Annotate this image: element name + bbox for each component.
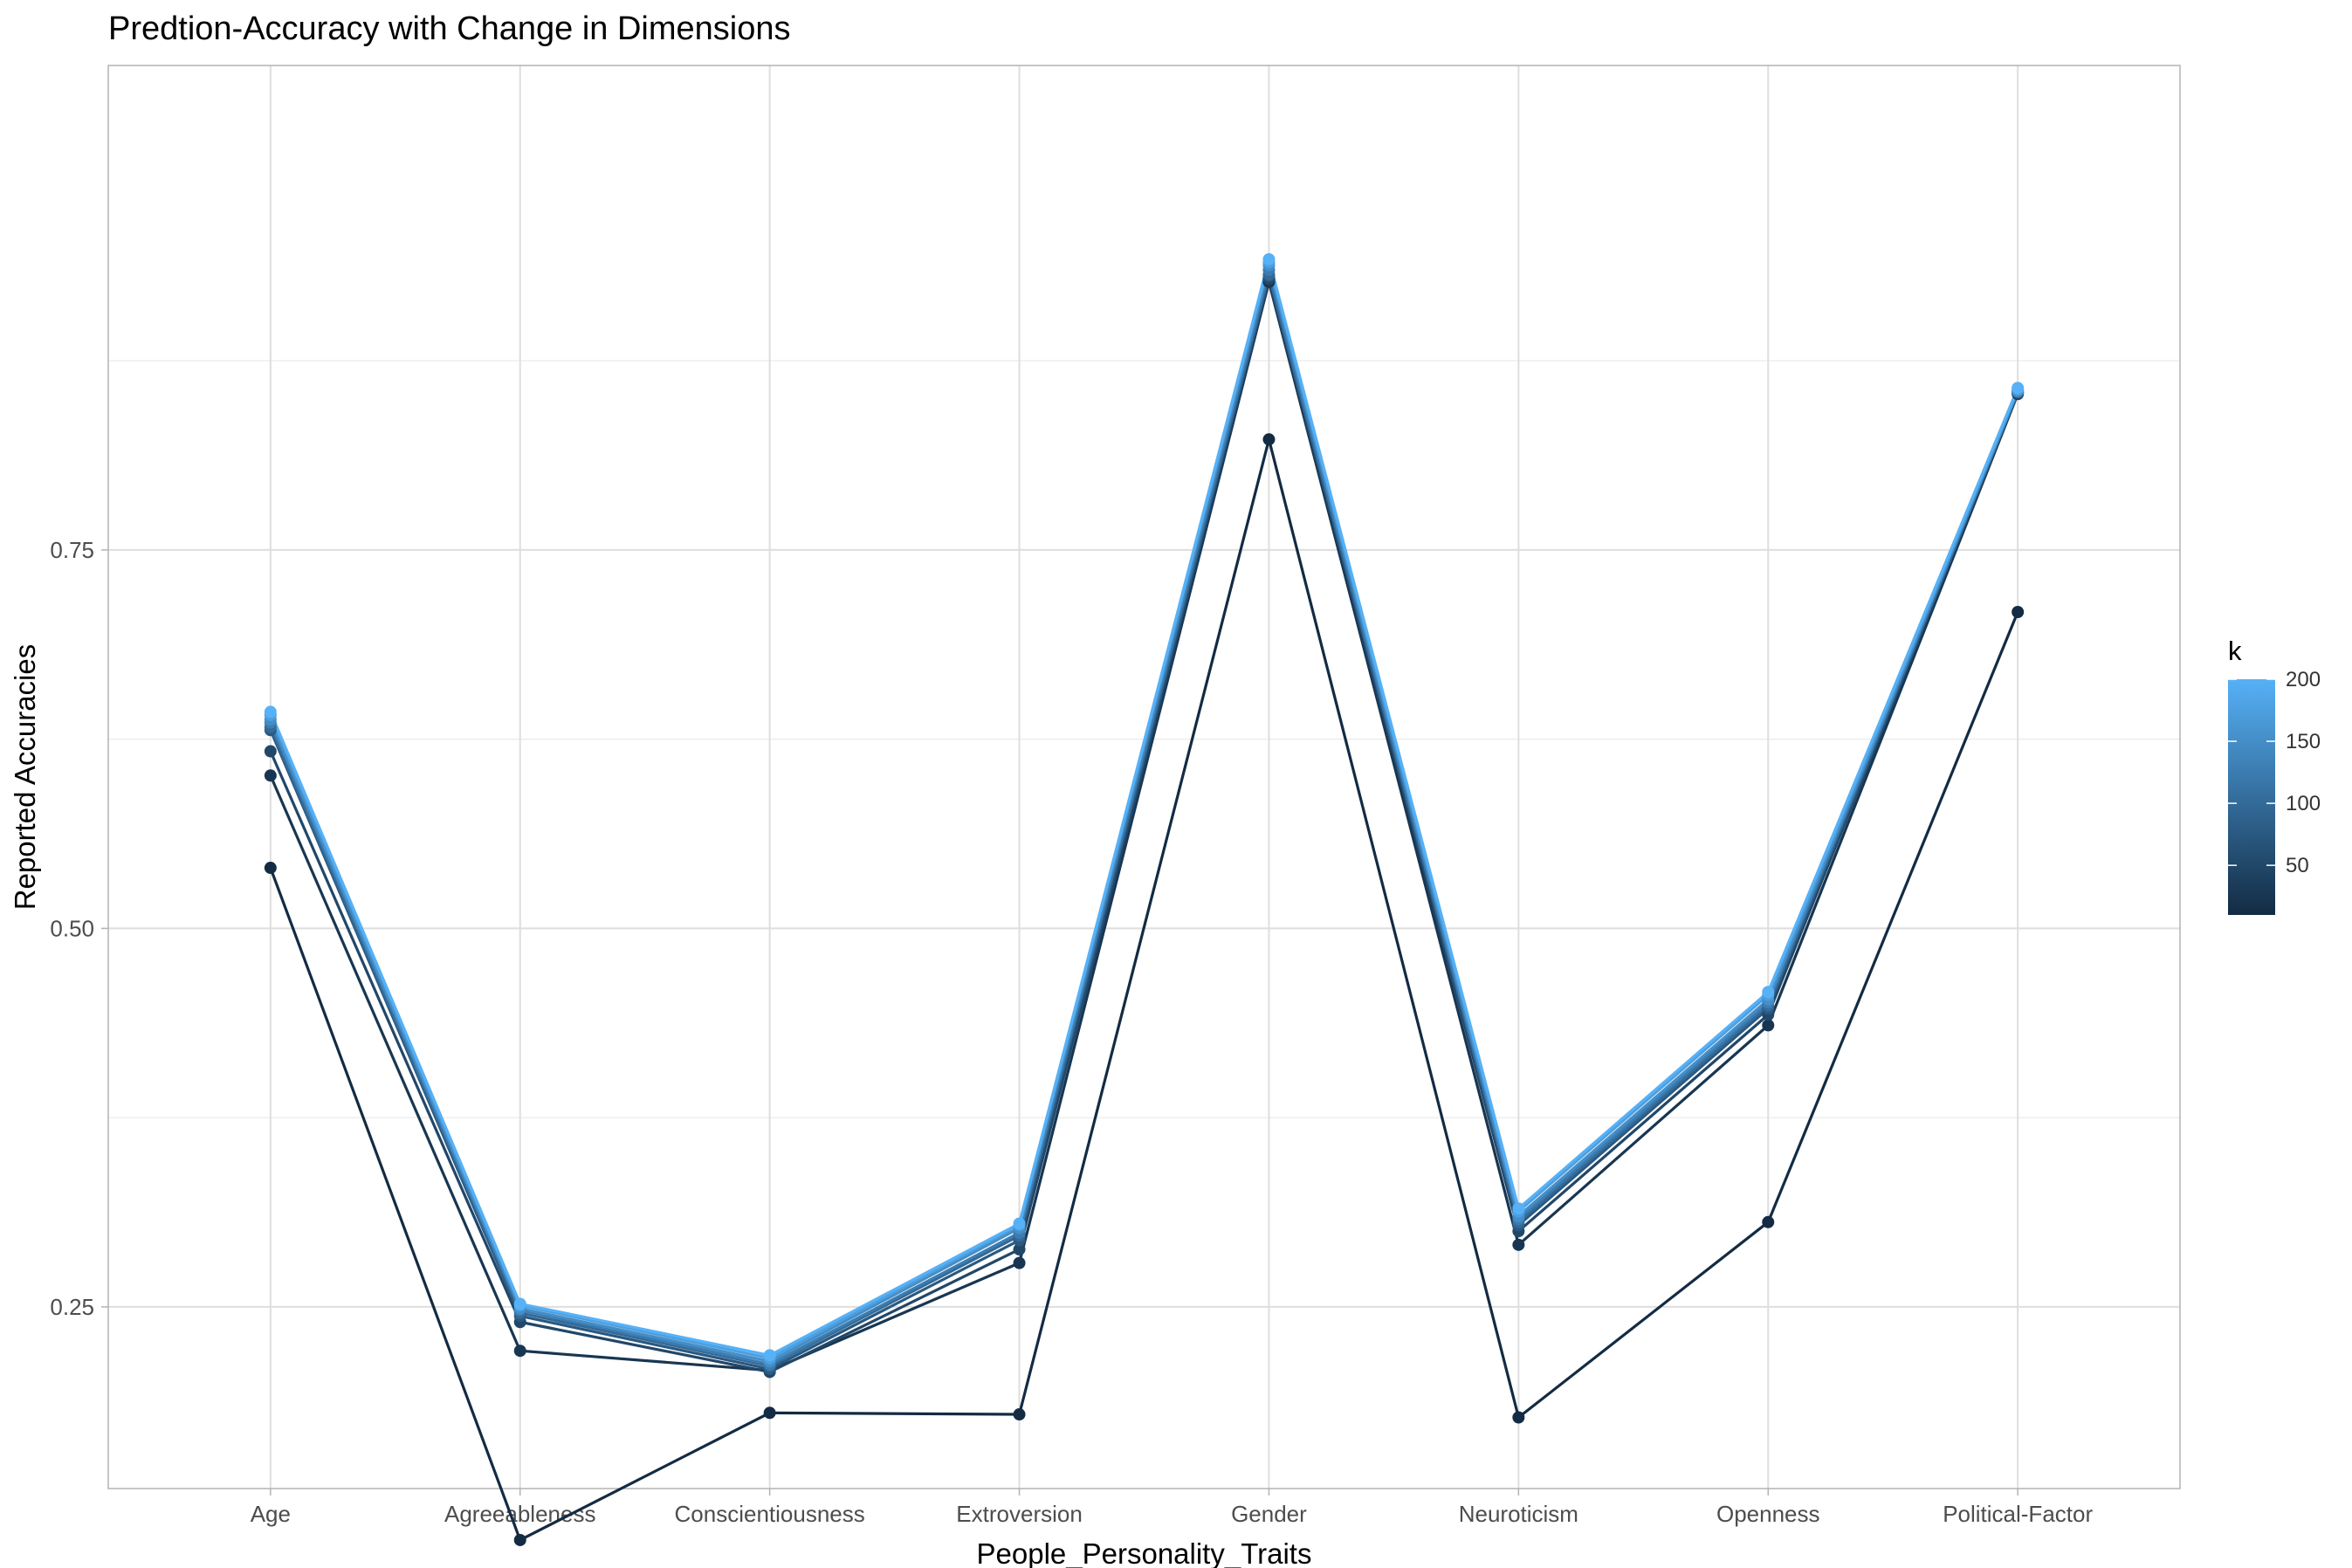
series-lines [269, 258, 2019, 1542]
series-line-k50 [269, 277, 2019, 1374]
data-point-k50 [264, 745, 277, 758]
data-point-k200 [763, 1349, 776, 1362]
color-legend: k 200 150 100 50 [2228, 636, 2321, 915]
panel-border [107, 65, 2181, 1489]
series-line-k75 [269, 274, 2019, 1371]
data-point-k10 [264, 862, 277, 875]
series-line-k125 [269, 268, 2019, 1366]
y-axis-ticks: 0.25 0.50 0.75 [50, 537, 108, 1320]
series-line-k175 [269, 260, 2019, 1360]
data-point-k10 [763, 1406, 776, 1420]
x-axis-ticks: Age Agreeableness Conscientiousness Extrove… [251, 1489, 2093, 1527]
data-point-k200 [2012, 382, 2025, 395]
data-point-k10 [2012, 605, 2025, 618]
data-point-k25 [513, 1344, 526, 1358]
series-line-k150 [269, 264, 2019, 1363]
data-point-k10 [1512, 1411, 1525, 1424]
data-point-k25 [1762, 1019, 1775, 1032]
series-line-k25 [269, 280, 2019, 1372]
data-point-k25 [1512, 1238, 1525, 1251]
series-line-k200 [269, 258, 2019, 1358]
legend-colorbar [2228, 679, 2275, 915]
data-point-k200 [264, 705, 277, 719]
legend-label: 100 [2286, 792, 2321, 815]
legend-label: 150 [2286, 730, 2321, 753]
legend-title: k [2228, 636, 2242, 666]
data-point-k200 [513, 1297, 526, 1310]
x-tick-label: Age [251, 1501, 291, 1527]
y-axis-title: Reported Accuracies [9, 644, 41, 911]
data-point-k10 [1762, 1215, 1775, 1228]
x-tick-label: Political-Factor [1943, 1501, 2093, 1527]
x-axis-title: People_Personality_Traits [977, 1537, 1312, 1568]
x-tick-label: Extroversion [956, 1501, 1083, 1527]
data-point-k200 [1512, 1202, 1525, 1215]
data-point-k200 [1762, 986, 1775, 999]
legend-labels: 200 150 100 50 [2228, 668, 2321, 877]
y-tick-label: 0.25 [50, 1294, 94, 1320]
data-point-k10 [1262, 433, 1276, 446]
data-point-k25 [1013, 1256, 1026, 1269]
y-tick-label: 0.50 [50, 915, 94, 941]
series-line-k10 [269, 437, 2019, 1542]
data-point-k25 [264, 769, 277, 782]
legend-label: 50 [2286, 854, 2309, 877]
data-point-k10 [1013, 1408, 1026, 1421]
series-line-k100 [269, 272, 2019, 1368]
y-tick-label: 0.75 [50, 537, 94, 563]
data-point-k10 [513, 1533, 526, 1546]
data-point-k200 [1013, 1217, 1026, 1230]
x-tick-label: Neuroticism [1459, 1501, 1578, 1527]
data-point-k50 [1013, 1243, 1026, 1256]
chart-title: Predtion-Accuracy with Change in Dimensi… [108, 10, 790, 47]
x-tick-label: Gender [1231, 1501, 1307, 1527]
x-tick-label: Conscientiousness [675, 1501, 865, 1527]
data-point-k200 [1262, 252, 1276, 265]
series-points [264, 252, 2025, 1546]
x-tick-label: Openness [1716, 1501, 1820, 1527]
legend-label: 200 [2286, 668, 2321, 691]
